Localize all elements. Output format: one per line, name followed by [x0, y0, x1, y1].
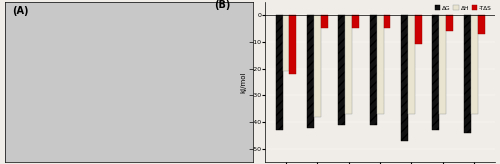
Bar — [376, 15, 384, 114]
Legend: ΔG, ΔH, -TΔS: ΔG, ΔH, -TΔS — [432, 3, 494, 13]
Bar — [338, 15, 345, 125]
Text: (B): (B) — [214, 0, 231, 10]
Bar — [276, 15, 282, 130]
Bar — [440, 15, 446, 114]
Bar — [307, 15, 314, 128]
Bar — [352, 15, 359, 28]
Bar — [384, 15, 390, 28]
Y-axis label: kJ/mol: kJ/mol — [240, 71, 246, 93]
Bar — [282, 15, 290, 71]
Bar — [321, 15, 328, 28]
Bar — [290, 15, 296, 74]
Bar — [314, 15, 321, 117]
Bar — [408, 15, 415, 114]
Bar — [346, 15, 352, 114]
Bar — [464, 15, 470, 133]
Bar — [470, 15, 478, 114]
Text: (A): (A) — [12, 6, 29, 16]
Bar — [478, 15, 484, 34]
Bar — [446, 15, 453, 31]
Bar — [415, 15, 422, 44]
Bar — [432, 15, 440, 130]
Bar — [401, 15, 408, 141]
Bar — [370, 15, 376, 125]
